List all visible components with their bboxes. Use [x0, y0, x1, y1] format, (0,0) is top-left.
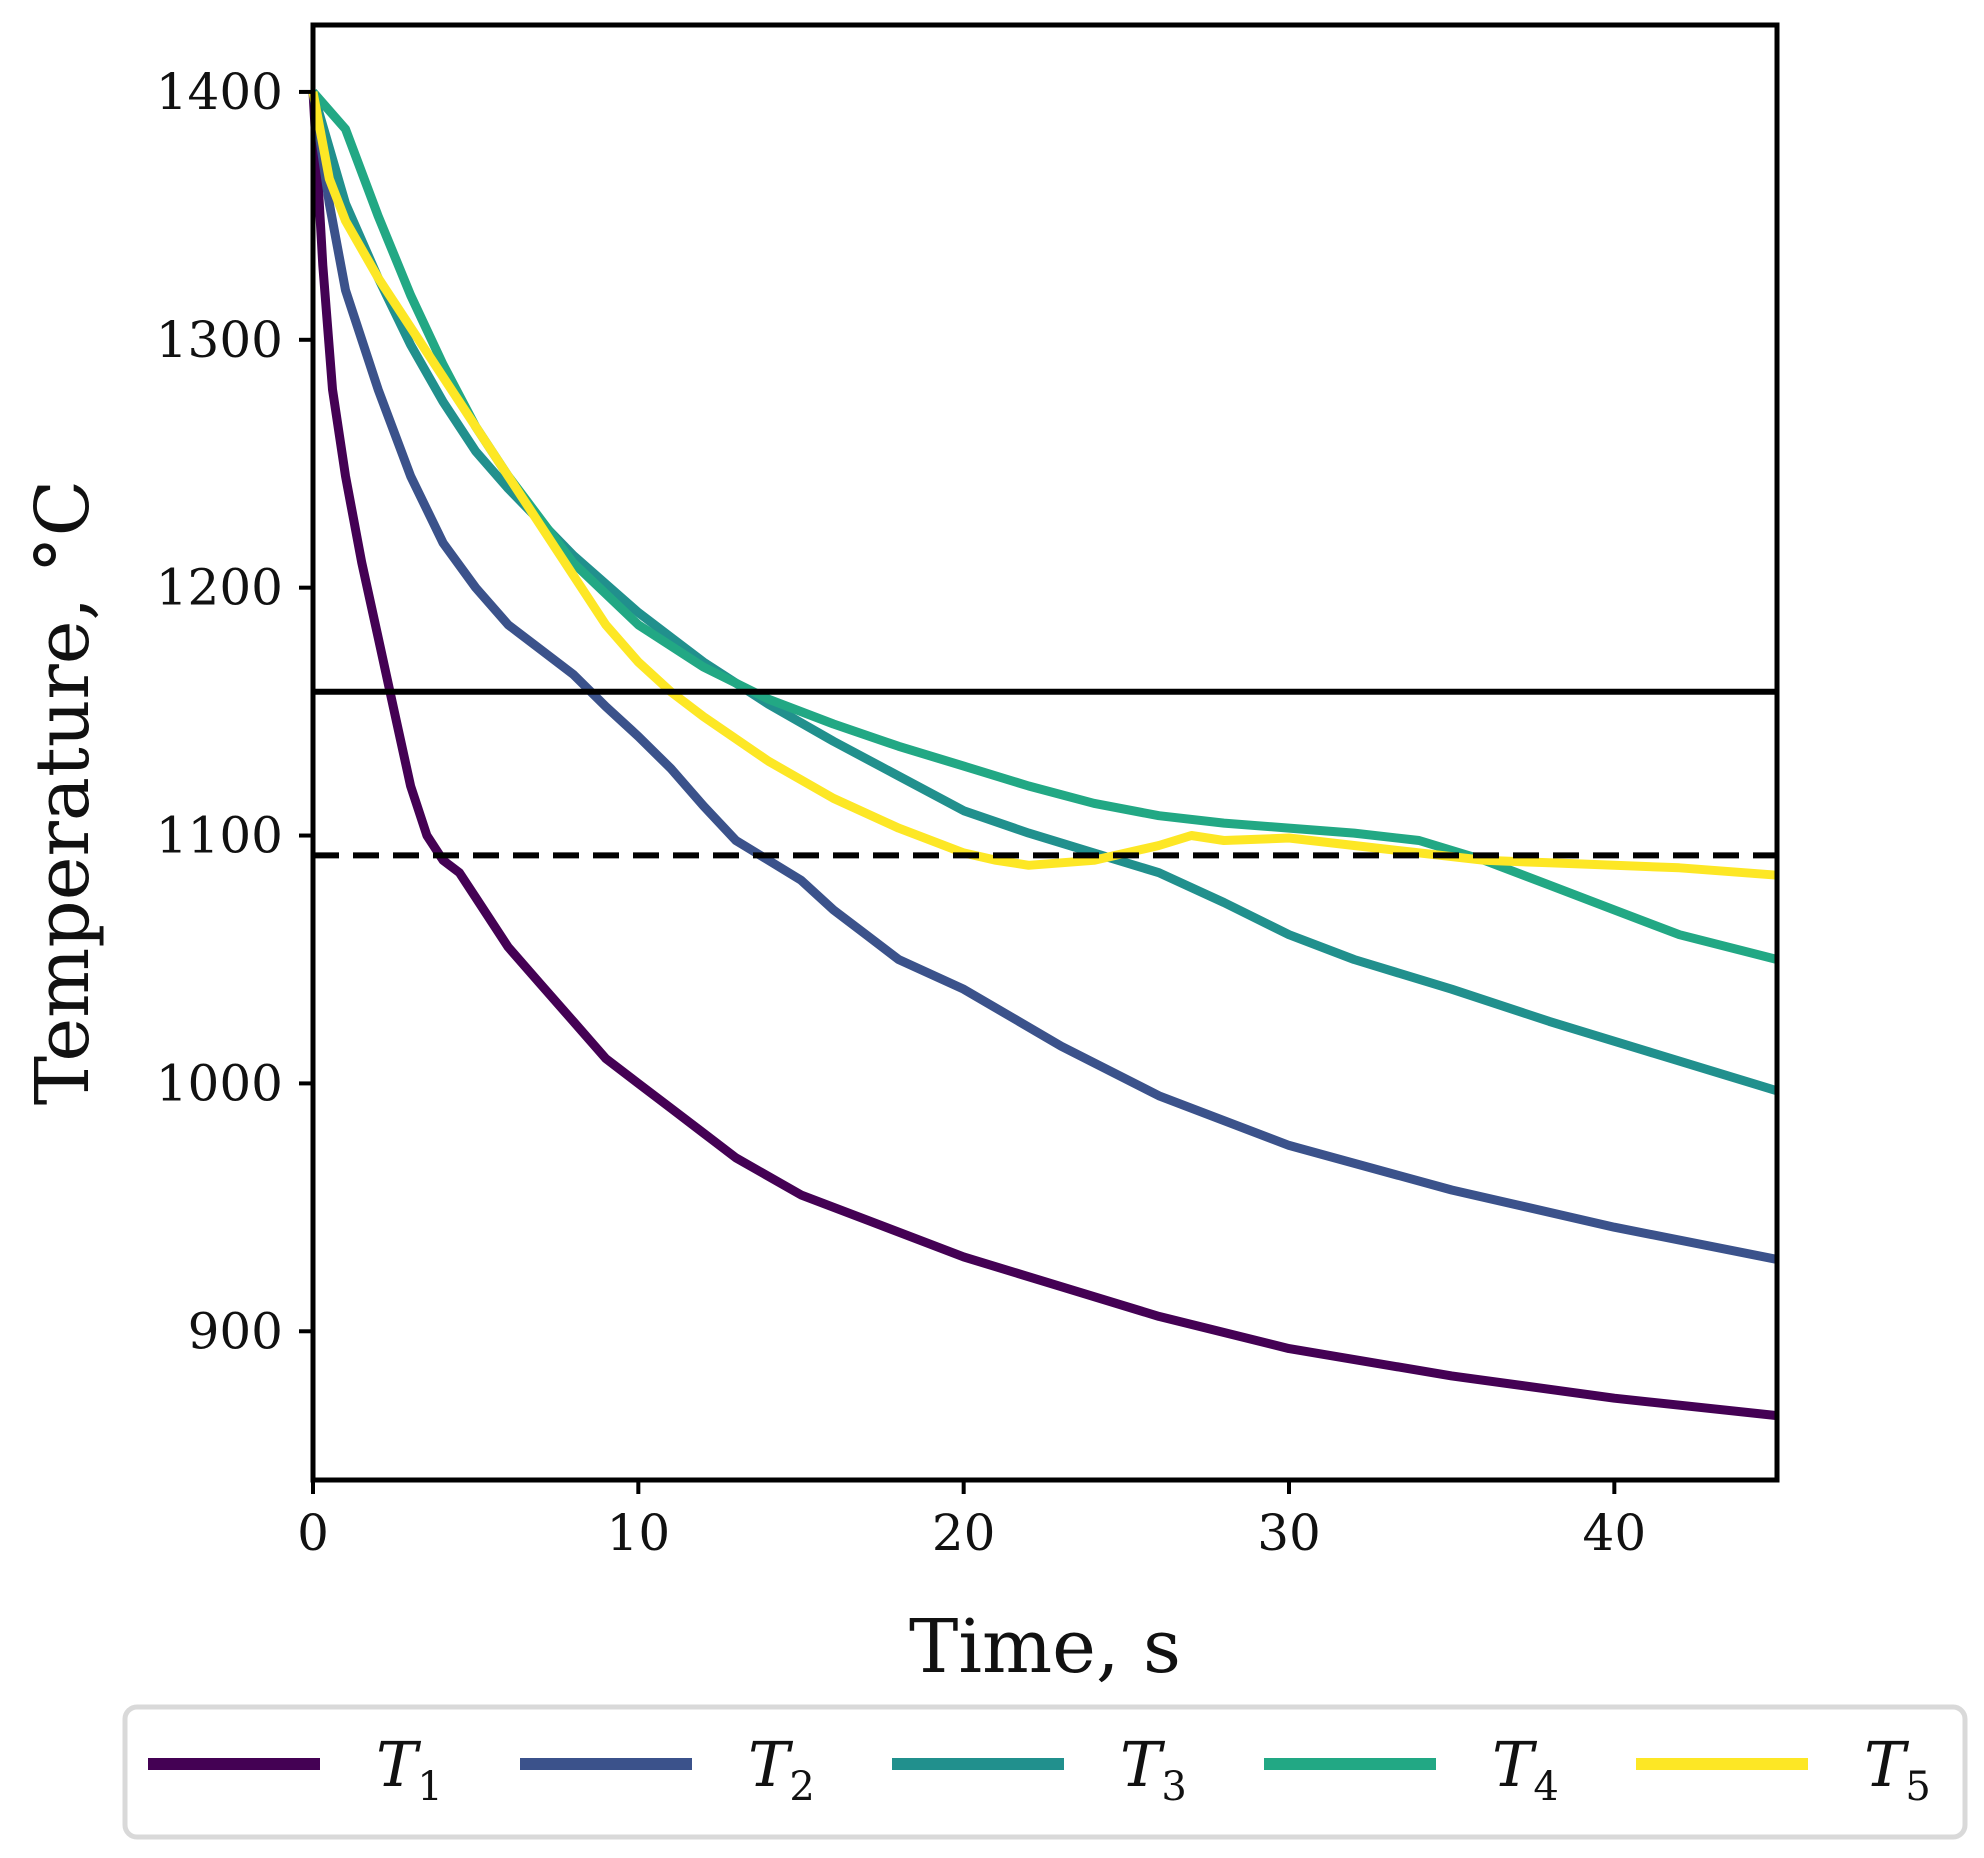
plot-frame: [310, 22, 1780, 1483]
legend: T1 T2 T3 T4 T5: [122, 1704, 1968, 1840]
legend-box: [122, 1704, 1968, 1840]
series-line-t5: [308, 91, 1778, 880]
legend-label-t2: T2: [748, 1728, 815, 1810]
x-tick-label: 40: [1583, 1504, 1647, 1562]
x-tick-label: 30: [1257, 1504, 1321, 1562]
y-tick-label: 1300: [156, 311, 283, 369]
x-tick-label: 10: [607, 1504, 671, 1562]
y-tick-label: 1000: [156, 1054, 283, 1112]
x-axis-ticks: 0 10 20 30 40: [297, 1480, 1646, 1562]
series-line-t3: [308, 90, 1779, 1096]
y-axis-ticks: 900 1000 1100 1200 1300 1400: [156, 63, 313, 1360]
x-axis-label: Time, s: [909, 1604, 1181, 1690]
legend-label-t1: T1: [376, 1728, 443, 1810]
legend-label-t5: T5: [1864, 1728, 1931, 1810]
x-tick-label: 20: [932, 1504, 996, 1562]
y-tick-label: 1200: [156, 559, 283, 617]
y-tick-label: 1400: [156, 63, 283, 121]
x-tick-label: 0: [297, 1504, 329, 1562]
legend-label-t3: T3: [1120, 1728, 1187, 1810]
y-tick-label: 1100: [156, 807, 283, 865]
y-tick-label: 900: [188, 1302, 283, 1360]
series-line-t1: [308, 91, 1778, 1421]
reference-lines: [313, 688, 1777, 859]
series-line-t2: [308, 91, 1778, 1264]
legend-label-t4: T4: [1492, 1728, 1559, 1810]
y-axis-label: Temperature, °C: [20, 480, 106, 1105]
